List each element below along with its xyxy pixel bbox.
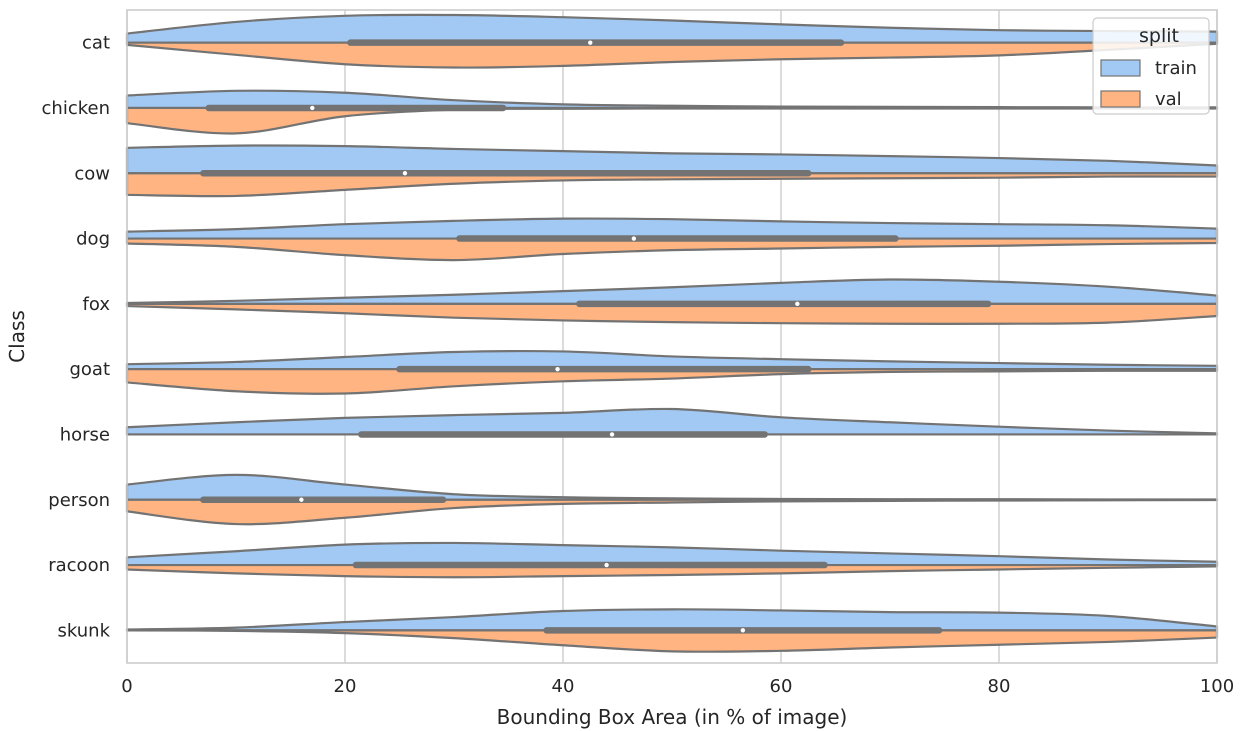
legend-items: train val bbox=[1100, 58, 1197, 110]
x-tick-label: 0 bbox=[121, 676, 132, 697]
violin-train-cat bbox=[125, 13, 1219, 44]
x-tick-label: 20 bbox=[334, 676, 357, 697]
violin-val-skunk bbox=[125, 629, 1219, 653]
y-tick-labels: cat chicken cow dog fox goat horse person racoon… bbox=[42, 33, 111, 642]
violin-train-horse bbox=[125, 407, 1219, 436]
legend: split train val bbox=[1092, 17, 1210, 115]
y-tick-label: cow bbox=[74, 163, 110, 184]
median-point-cat bbox=[588, 40, 593, 45]
x-axis-title: Bounding Box Area (in % of image) bbox=[497, 705, 848, 729]
x-tick-label: 80 bbox=[988, 676, 1011, 697]
legend-title: split bbox=[1139, 25, 1179, 47]
violins bbox=[125, 13, 1219, 653]
median-point-cow bbox=[402, 171, 408, 176]
y-tick-label: horse bbox=[60, 424, 110, 445]
plot-frame bbox=[126, 9, 1218, 664]
legend-label-train: train bbox=[1155, 58, 1197, 79]
legend-swatch-val bbox=[1100, 90, 1141, 108]
x-tick-label: 100 bbox=[1200, 676, 1234, 697]
median-point-skunk bbox=[740, 628, 746, 633]
x-tick-label: 60 bbox=[770, 676, 793, 697]
x-tick-label: 40 bbox=[552, 676, 575, 697]
violin-val-person bbox=[125, 498, 1219, 526]
y-tick-label: person bbox=[48, 490, 110, 511]
y-tick-label: racoon bbox=[48, 555, 110, 576]
violin-val-cow bbox=[125, 172, 1219, 198]
median-point-chicken bbox=[310, 105, 315, 111]
violin-val-goat bbox=[125, 368, 1219, 395]
y-axis-title: Class bbox=[5, 310, 29, 363]
violin-train-cow bbox=[125, 144, 1219, 175]
y-tick-label: dog bbox=[76, 229, 110, 250]
violin-val-chicken bbox=[125, 106, 1219, 135]
median-point-horse bbox=[609, 432, 615, 437]
violin-train-fox bbox=[125, 278, 1219, 305]
x-tick-labels: 0 20 40 60 80 100 bbox=[121, 676, 1234, 697]
legend-swatch-train bbox=[1100, 59, 1141, 77]
legend-box bbox=[1092, 17, 1210, 115]
violin-train-dog bbox=[125, 217, 1219, 240]
median-point-goat bbox=[555, 366, 560, 372]
median-point-dog bbox=[631, 236, 637, 241]
median-point-person bbox=[299, 497, 304, 502]
box-summaries bbox=[200, 39, 992, 634]
legend-label-val: val bbox=[1155, 89, 1182, 110]
violin-val-dog bbox=[125, 237, 1219, 262]
median-point-racoon bbox=[604, 562, 609, 568]
violin-train-person bbox=[125, 473, 1219, 501]
violin-val-cat bbox=[125, 41, 1219, 69]
median-point-fox bbox=[795, 301, 800, 307]
violin-train-goat bbox=[125, 349, 1219, 371]
y-tick-label: skunk bbox=[58, 620, 111, 641]
y-tick-label: goat bbox=[69, 359, 110, 380]
violin-train-racoon bbox=[125, 541, 1219, 567]
y-tick-label: chicken bbox=[42, 98, 110, 119]
y-tick-label: fox bbox=[83, 294, 111, 315]
violin-train-skunk bbox=[125, 608, 1219, 632]
y-tick-label: cat bbox=[82, 33, 110, 54]
violin-val-fox bbox=[125, 302, 1219, 325]
